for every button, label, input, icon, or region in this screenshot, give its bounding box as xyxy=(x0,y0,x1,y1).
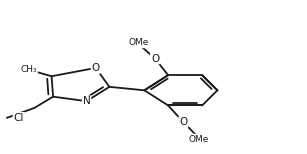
Text: N: N xyxy=(83,96,91,106)
Text: OMe: OMe xyxy=(189,134,209,144)
Text: O: O xyxy=(179,117,188,127)
Text: OMe: OMe xyxy=(128,38,149,47)
Text: O: O xyxy=(151,54,159,64)
Text: Cl: Cl xyxy=(14,113,24,123)
Text: CH₃: CH₃ xyxy=(21,65,37,74)
Text: O: O xyxy=(91,63,100,73)
